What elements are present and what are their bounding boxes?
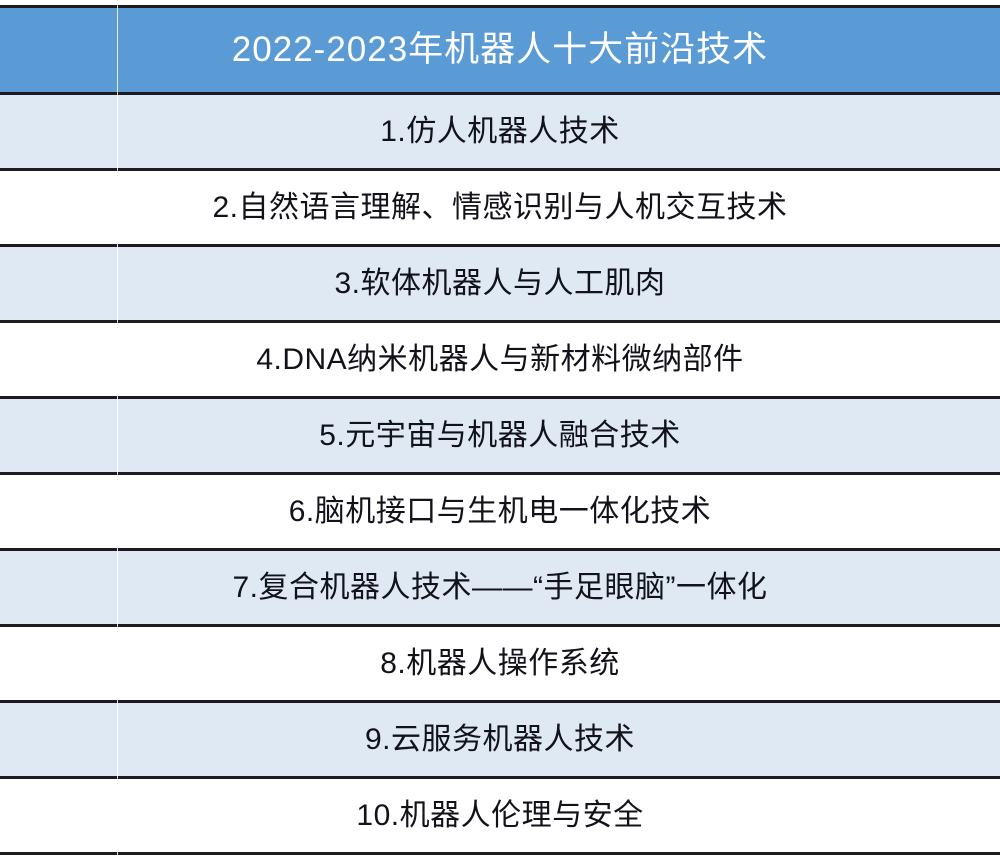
table-row[interactable]: 6.脑机接口与生机电一体化技术 [0,472,1000,550]
table-row[interactable]: 8.机器人操作系统 [0,624,1000,702]
technology-item-2: 2.自然语言理解、情感识别与人机交互技术 [0,168,1000,246]
table-row[interactable]: 1.仿人机器人技术 [0,92,1000,170]
table-header-row: 2022-2023年机器人十大前沿技术 [0,5,1000,94]
table-row[interactable]: 3.软体机器人与人工肌肉 [0,244,1000,322]
table-row[interactable]: 2.自然语言理解、情感识别与人机交互技术 [0,168,1000,246]
technology-item-5: 5.元宇宙与机器人融合技术 [0,396,1000,474]
top-ten-robot-technologies-table: 2022-2023年机器人十大前沿技术 1.仿人机器人技术 2.自然语言理解、情… [0,5,1000,855]
technology-item-4: 4.DNA纳米机器人与新材料微纳部件 [0,320,1000,398]
technology-item-6: 6.脑机接口与生机电一体化技术 [0,472,1000,550]
technology-item-7: 7.复合机器人技术——“手足眼脑”一体化 [0,548,1000,626]
table-body: 2022-2023年机器人十大前沿技术 1.仿人机器人技术 2.自然语言理解、情… [0,5,1000,855]
table-row[interactable]: 9.云服务机器人技术 [0,700,1000,778]
table-row[interactable]: 5.元宇宙与机器人融合技术 [0,396,1000,474]
technology-item-10: 10.机器人伦理与安全 [0,776,1000,855]
table-row[interactable]: 10.机器人伦理与安全 [0,776,1000,855]
technology-item-9: 9.云服务机器人技术 [0,700,1000,778]
technology-item-1: 1.仿人机器人技术 [0,92,1000,170]
table-row[interactable]: 4.DNA纳米机器人与新材料微纳部件 [0,320,1000,398]
table-title: 2022-2023年机器人十大前沿技术 [0,5,1000,94]
table-row[interactable]: 7.复合机器人技术——“手足眼脑”一体化 [0,548,1000,626]
technology-item-3: 3.软体机器人与人工肌肉 [0,244,1000,322]
technology-item-8: 8.机器人操作系统 [0,624,1000,702]
